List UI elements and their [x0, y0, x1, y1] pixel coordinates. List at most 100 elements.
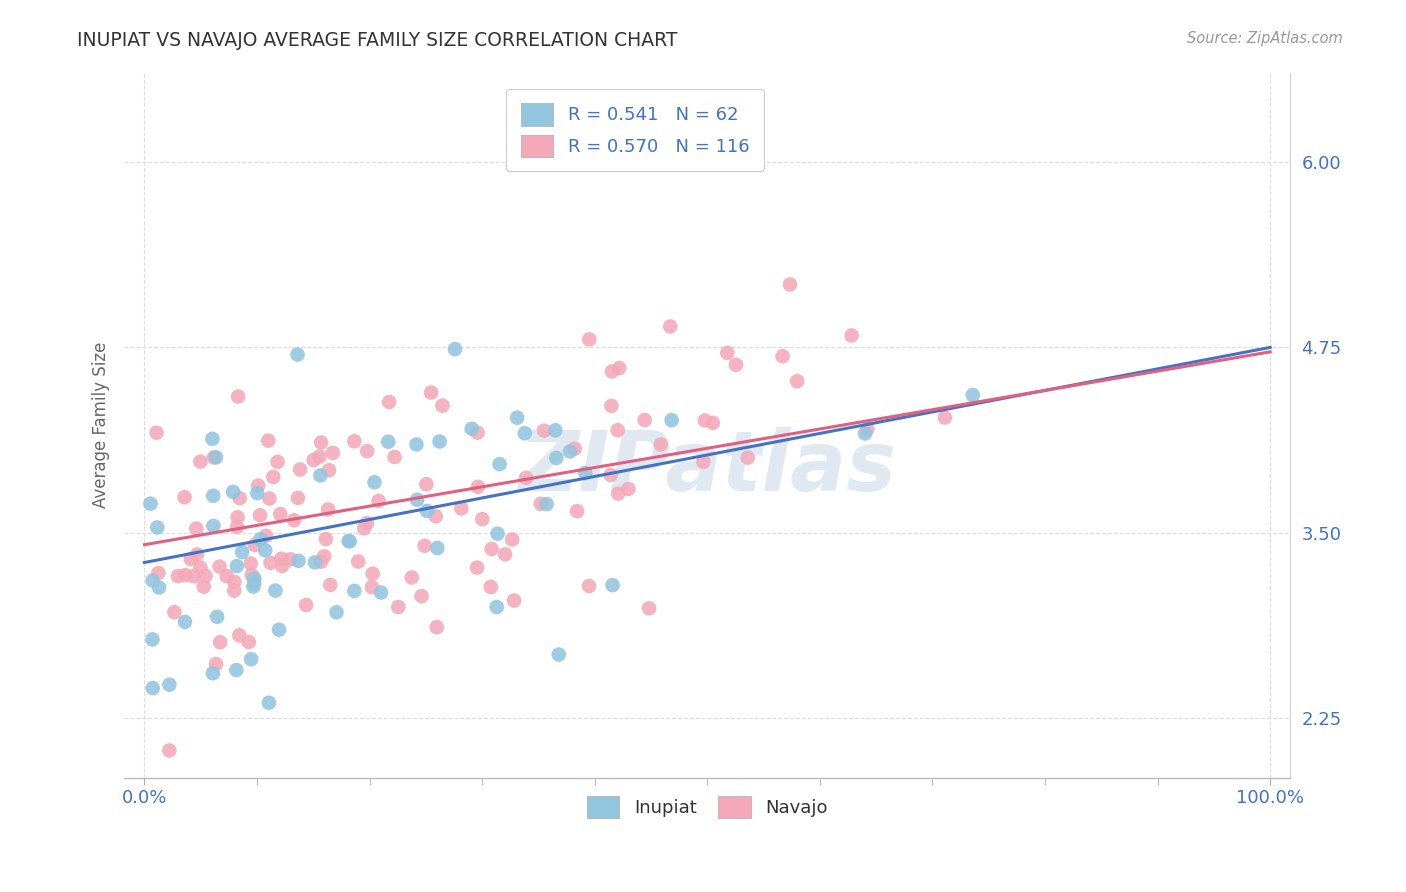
- Point: [190, 560, 212, 574]
- Point: [415, 477, 437, 491]
- Point: [266, 455, 288, 469]
- Point: [240, 652, 263, 666]
- Point: [406, 492, 429, 507]
- Point: [202, 450, 225, 465]
- Point: [202, 489, 225, 503]
- Point: [167, 569, 190, 583]
- Point: [201, 432, 224, 446]
- Point: [471, 512, 494, 526]
- Point: [269, 507, 291, 521]
- Point: [467, 480, 489, 494]
- Point: [413, 539, 436, 553]
- Point: [309, 468, 332, 483]
- Point: [228, 491, 250, 505]
- Point: [259, 556, 281, 570]
- Point: [243, 572, 266, 586]
- Point: [287, 348, 309, 362]
- Point: [142, 681, 165, 695]
- Text: ZIPatlas: ZIPatlas: [519, 427, 896, 508]
- Point: [465, 560, 488, 574]
- Point: [370, 585, 392, 599]
- Point: [240, 568, 263, 582]
- Point: [841, 328, 863, 343]
- Point: [194, 569, 217, 583]
- Point: [416, 504, 439, 518]
- Point: [238, 635, 260, 649]
- Point: [574, 466, 596, 480]
- Point: [249, 508, 271, 523]
- Point: [239, 557, 262, 571]
- Point: [243, 538, 266, 552]
- Point: [779, 277, 801, 292]
- Point: [173, 490, 195, 504]
- Point: [315, 532, 337, 546]
- Point: [339, 534, 361, 549]
- Point: [283, 513, 305, 527]
- Point: [659, 319, 682, 334]
- Point: [193, 580, 215, 594]
- Point: [693, 413, 716, 427]
- Point: [209, 635, 232, 649]
- Point: [141, 632, 163, 647]
- Point: [343, 583, 366, 598]
- Point: [363, 475, 385, 490]
- Point: [304, 556, 326, 570]
- Point: [426, 620, 449, 634]
- Point: [231, 545, 253, 559]
- Point: [600, 399, 623, 413]
- Point: [174, 568, 197, 582]
- Point: [142, 574, 165, 588]
- Point: [488, 457, 510, 471]
- Point: [634, 413, 657, 427]
- Point: [318, 463, 340, 477]
- Point: [314, 549, 336, 564]
- Point: [853, 426, 876, 441]
- Point: [186, 548, 208, 562]
- Point: [226, 510, 249, 524]
- Point: [607, 361, 630, 376]
- Y-axis label: Average Family Size: Average Family Size: [93, 343, 110, 508]
- Point: [278, 552, 301, 566]
- Legend: Inupiat, Navajo: Inupiat, Navajo: [579, 789, 835, 825]
- Point: [343, 434, 366, 449]
- Point: [558, 444, 581, 458]
- Point: [661, 413, 683, 427]
- Point: [547, 648, 569, 662]
- Point: [426, 541, 449, 555]
- Point: [205, 450, 228, 465]
- Point: [319, 578, 342, 592]
- Point: [183, 569, 205, 583]
- Point: [401, 570, 423, 584]
- Point: [602, 578, 624, 592]
- Point: [308, 450, 330, 464]
- Point: [429, 434, 451, 449]
- Point: [600, 364, 623, 378]
- Point: [208, 559, 231, 574]
- Point: [772, 349, 794, 363]
- Point: [405, 437, 427, 451]
- Point: [288, 462, 311, 476]
- Point: [270, 551, 292, 566]
- Point: [242, 580, 264, 594]
- Point: [264, 583, 287, 598]
- Point: [578, 579, 600, 593]
- Point: [411, 589, 433, 603]
- Point: [606, 423, 628, 437]
- Point: [420, 385, 443, 400]
- Point: [513, 426, 536, 441]
- Point: [356, 516, 378, 530]
- Point: [506, 410, 529, 425]
- Point: [607, 486, 630, 500]
- Point: [186, 522, 208, 536]
- Point: [257, 434, 280, 448]
- Text: INUPIAT VS NAVAJO AVERAGE FAMILY SIZE CORRELATION CHART: INUPIAT VS NAVAJO AVERAGE FAMILY SIZE CO…: [77, 31, 678, 50]
- Point: [486, 526, 509, 541]
- Point: [222, 484, 245, 499]
- Point: [934, 410, 956, 425]
- Point: [254, 543, 277, 558]
- Point: [503, 593, 526, 607]
- Point: [145, 425, 167, 440]
- Point: [246, 486, 269, 500]
- Point: [224, 574, 246, 589]
- Point: [638, 601, 661, 615]
